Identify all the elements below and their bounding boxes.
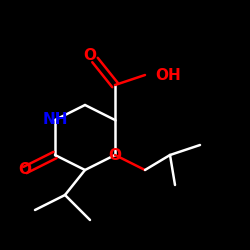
Text: O: O xyxy=(84,48,96,62)
Text: NH: NH xyxy=(42,112,68,128)
Text: O: O xyxy=(18,162,32,178)
Text: O: O xyxy=(108,148,122,162)
Text: OH: OH xyxy=(155,68,181,82)
